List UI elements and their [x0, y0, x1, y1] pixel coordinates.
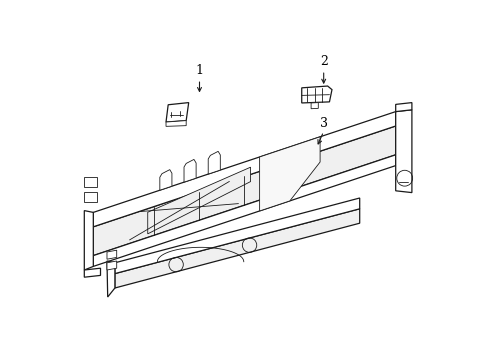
Polygon shape	[395, 110, 411, 193]
Polygon shape	[115, 198, 359, 274]
Polygon shape	[107, 261, 117, 270]
Polygon shape	[395, 103, 411, 112]
Polygon shape	[107, 261, 115, 297]
Text: 2: 2	[319, 55, 327, 68]
Polygon shape	[166, 121, 186, 126]
Text: 1: 1	[195, 64, 203, 77]
Polygon shape	[84, 192, 97, 202]
Polygon shape	[93, 155, 395, 266]
Polygon shape	[259, 137, 320, 211]
Polygon shape	[208, 151, 220, 174]
Polygon shape	[147, 167, 250, 234]
Polygon shape	[183, 159, 196, 182]
Polygon shape	[115, 209, 359, 288]
Polygon shape	[107, 250, 117, 259]
Polygon shape	[93, 112, 395, 227]
Polygon shape	[310, 103, 318, 109]
Polygon shape	[84, 177, 97, 187]
Polygon shape	[84, 211, 93, 270]
Polygon shape	[93, 126, 395, 256]
Polygon shape	[166, 103, 188, 122]
Text: 3: 3	[319, 117, 327, 130]
Polygon shape	[84, 268, 101, 277]
Polygon shape	[301, 86, 331, 103]
Polygon shape	[160, 170, 172, 190]
